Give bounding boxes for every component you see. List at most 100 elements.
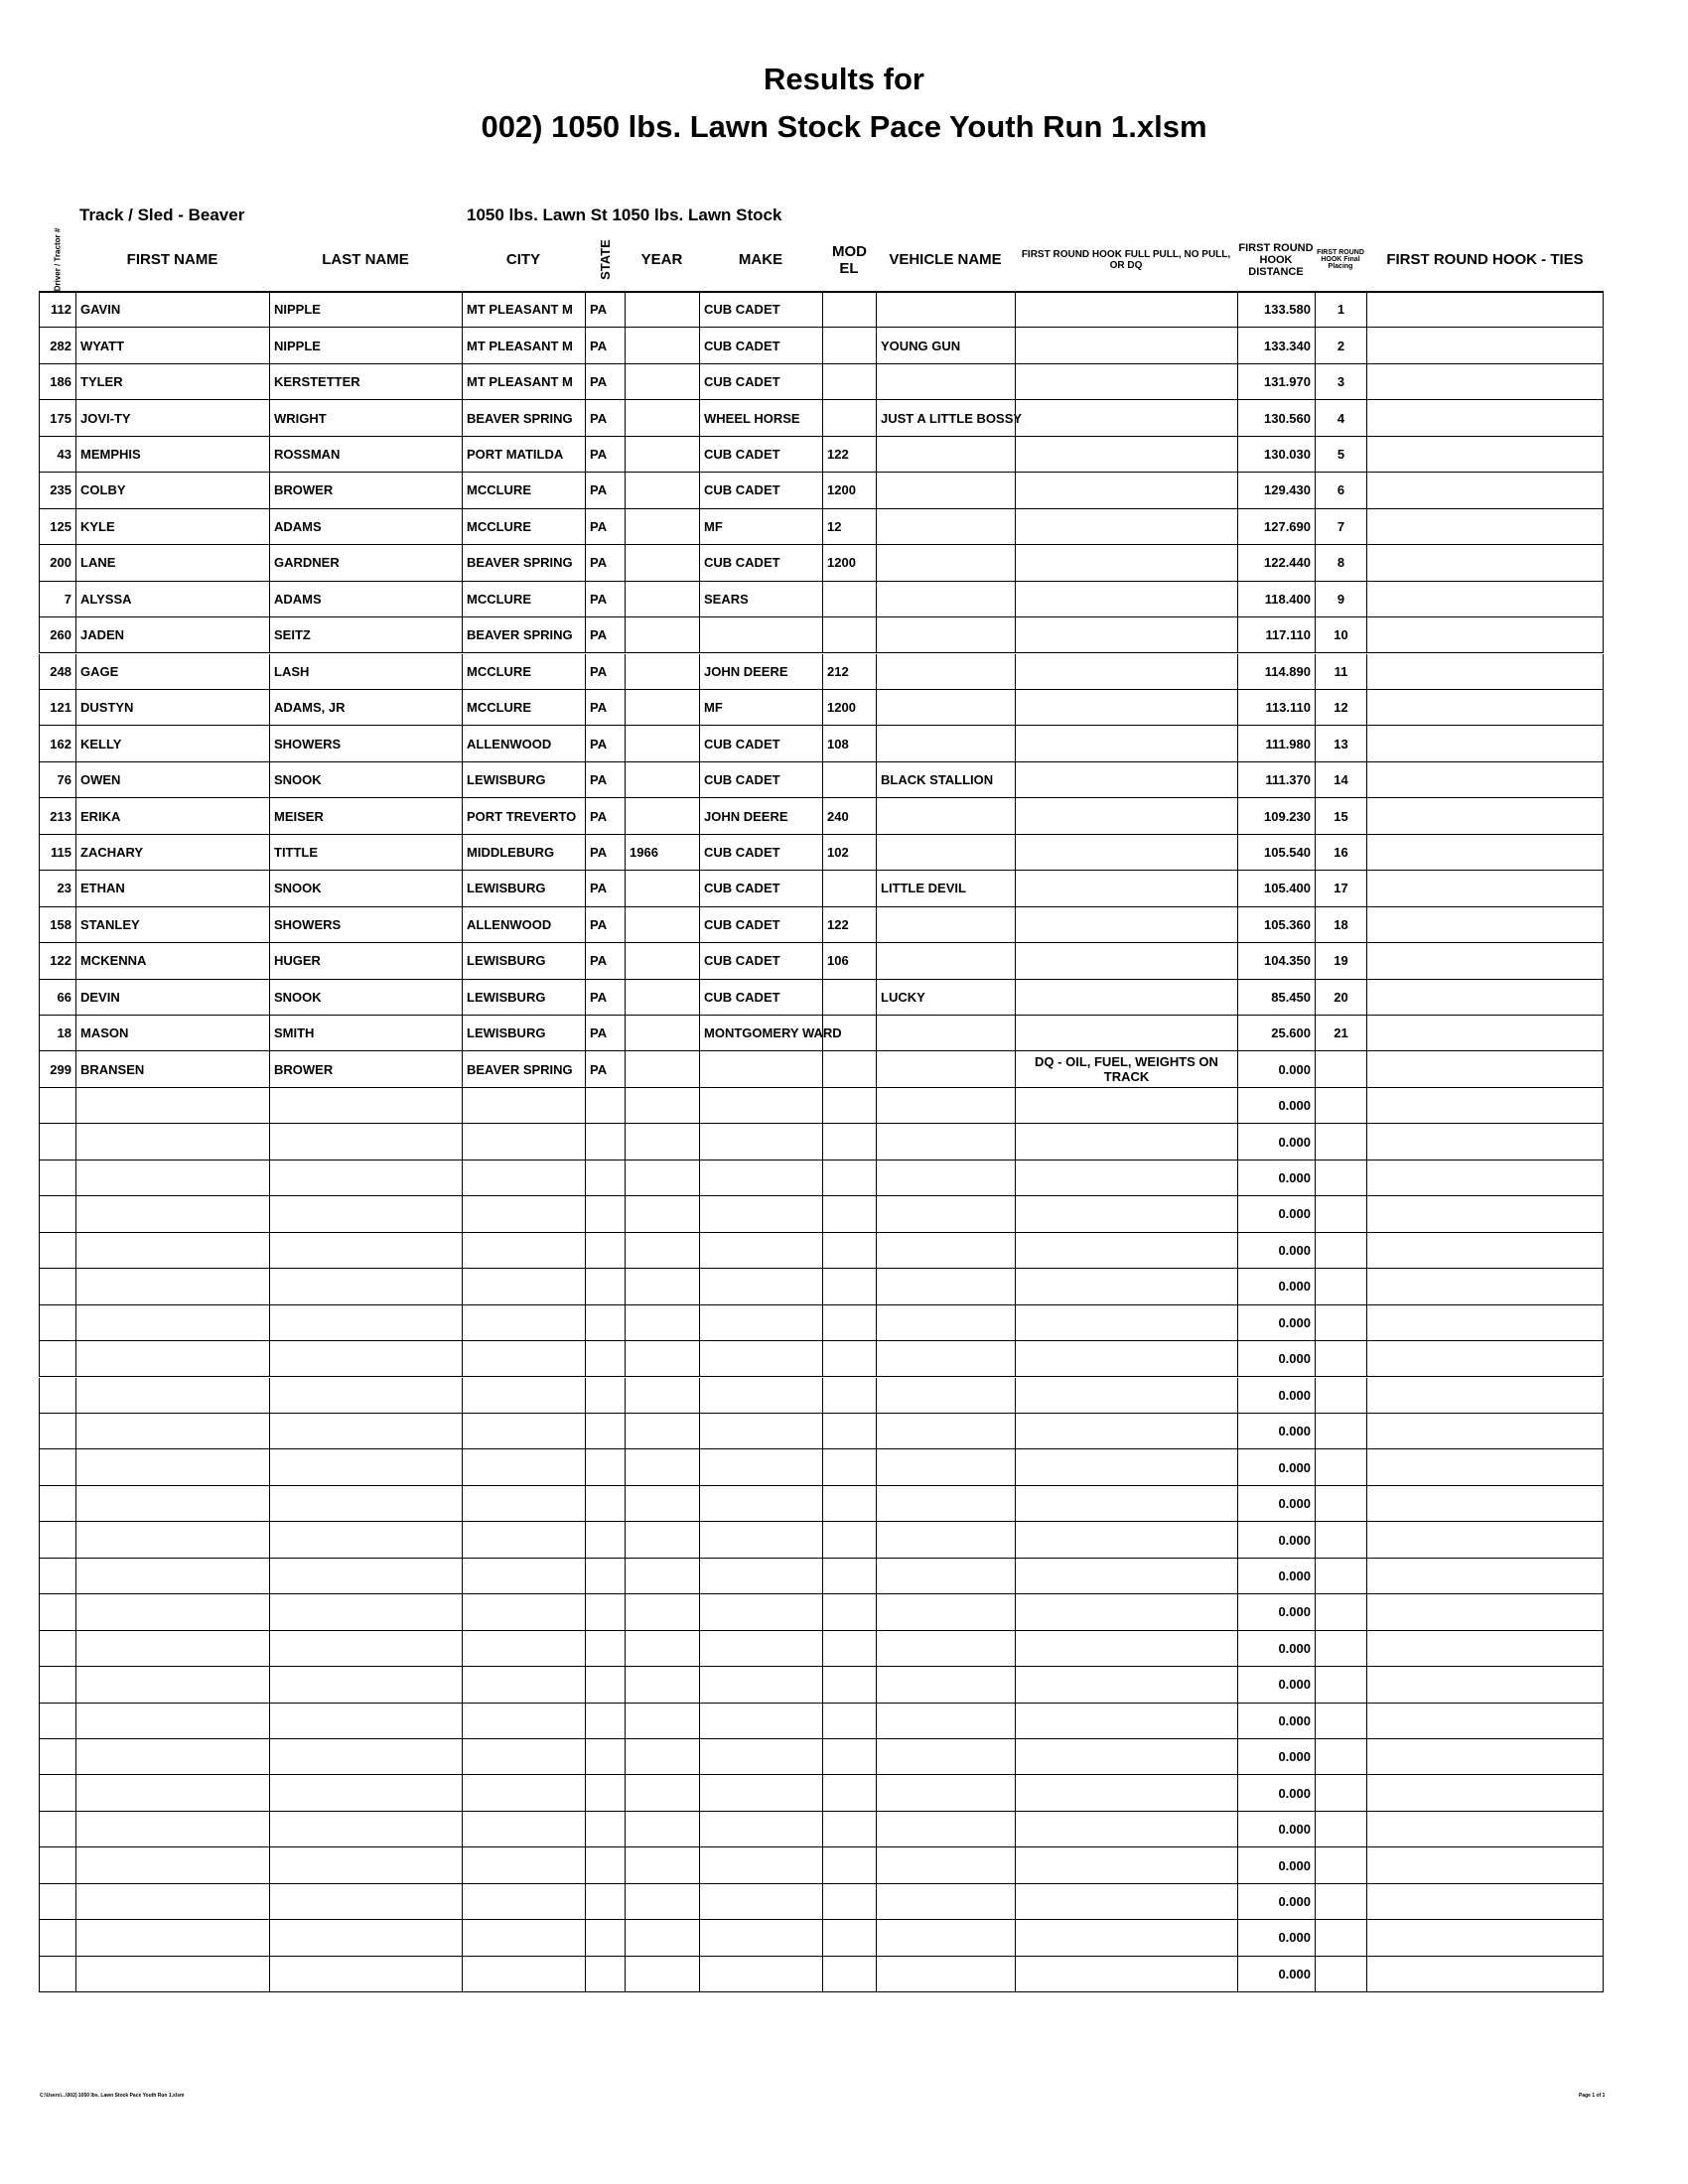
cell-last [269,1160,462,1197]
cell-first [75,1847,269,1884]
cell-first [75,1558,269,1595]
column-header: FIRST NAME [126,251,218,268]
cell-num: 260 [39,617,75,654]
cell-num: 43 [39,436,75,474]
cell-num: 186 [39,363,75,401]
cell-distance: 0.000 [1237,1160,1315,1197]
cell-hook [1015,1196,1237,1233]
cell-num: 115 [39,834,75,872]
cell-model [822,1413,876,1450]
title: Results for [764,62,924,96]
cell-num [39,1811,75,1848]
cell-num [39,1304,75,1342]
cell-make: CUB CADET [699,436,822,474]
cell-place: 21 [1315,1016,1366,1052]
cell-year [625,1739,699,1776]
cell-vehicle [876,1703,1015,1739]
cell-vehicle [876,1449,1015,1486]
cell-ties [1366,400,1604,437]
cell-first [75,1522,269,1559]
cell-year [625,545,699,582]
cell-hook [1015,1956,1237,1993]
cell-make [699,1269,822,1305]
cell-hook [1015,761,1237,799]
cell-model: 102 [822,834,876,872]
cell-distance: 133.580 [1237,292,1315,329]
column-header: MOD EL [832,242,867,277]
cell-last: HUGER [269,943,462,980]
cell-distance: 0.000 [1237,1522,1315,1559]
cell-make [699,1775,822,1812]
cell-make [699,617,822,654]
cell-hook [1015,979,1237,1016]
cell-place [1315,1160,1366,1197]
cell-state [585,1377,625,1414]
cell-hook [1015,1703,1237,1739]
cell-vehicle: LITTLE DEVIL [876,871,1015,907]
cell-distance: 131.970 [1237,363,1315,401]
cell-distance: 105.540 [1237,834,1315,872]
cell-vehicle [876,1847,1015,1884]
cell-city: LEWISBURG [462,761,585,799]
cell-make [699,1630,822,1668]
cell-make [699,1956,822,1993]
cell-num [39,1630,75,1668]
cell-make: CUB CADET [699,363,822,401]
cell-state: PA [585,798,625,835]
cell-ties [1366,1304,1604,1342]
cell-distance: 109.230 [1237,798,1315,835]
cell-ties [1366,1775,1604,1812]
cell-year [625,1087,699,1125]
cell-make: JOHN DEERE [699,798,822,835]
cell-place: 8 [1315,545,1366,582]
cell-state: PA [585,689,625,727]
cell-hook [1015,1269,1237,1305]
cell-state [585,1667,625,1704]
cell-make [699,1413,822,1450]
cell-ties [1366,1847,1604,1884]
cell-state [585,1304,625,1342]
cell-city: BEAVER SPRING [462,617,585,654]
cell-ties [1366,906,1604,944]
cell-ties [1366,328,1604,364]
cell-distance: 0.000 [1237,1594,1315,1631]
cell-distance: 129.430 [1237,473,1315,509]
cell-last: ADAMS [269,508,462,546]
cell-vehicle [876,1630,1015,1668]
cell-state [585,1630,625,1668]
cell-num: 23 [39,871,75,907]
cell-hook [1015,1883,1237,1921]
cell-hook [1015,436,1237,474]
column-header: FIRST ROUND HOOK FULL PULL, NO PULL, OR … [1021,248,1231,271]
cell-make [699,1160,822,1197]
cell-place [1315,1811,1366,1848]
cell-last: NIPPLE [269,328,462,364]
cell-num: 282 [39,328,75,364]
cell-state: PA [585,761,625,799]
cell-hook [1015,1016,1237,1052]
cell-first: TYLER [75,363,269,401]
cell-year [625,1485,699,1523]
cell-make: CUB CADET [699,943,822,980]
cell-ties [1366,1558,1604,1595]
cell-distance: 0.000 [1237,1485,1315,1523]
cell-first: BRANSEN [75,1051,269,1088]
cell-ties [1366,545,1604,582]
cell-ties [1366,617,1604,654]
cell-vehicle [876,1196,1015,1233]
cell-distance: 133.340 [1237,328,1315,364]
cell-vehicle [876,1558,1015,1595]
cell-city: MT PLEASANT M [462,292,585,329]
cell-ties [1366,1485,1604,1523]
cell-ties [1366,292,1604,329]
cell-year [625,508,699,546]
cell-hook [1015,1087,1237,1125]
cell-city: LEWISBURG [462,979,585,1016]
cell-city: MT PLEASANT M [462,363,585,401]
cell-vehicle [876,1775,1015,1812]
cell-place: 20 [1315,979,1366,1016]
cell-hook [1015,617,1237,654]
cell-make [699,1051,822,1088]
cell-hook [1015,1341,1237,1378]
cell-hook [1015,1413,1237,1450]
